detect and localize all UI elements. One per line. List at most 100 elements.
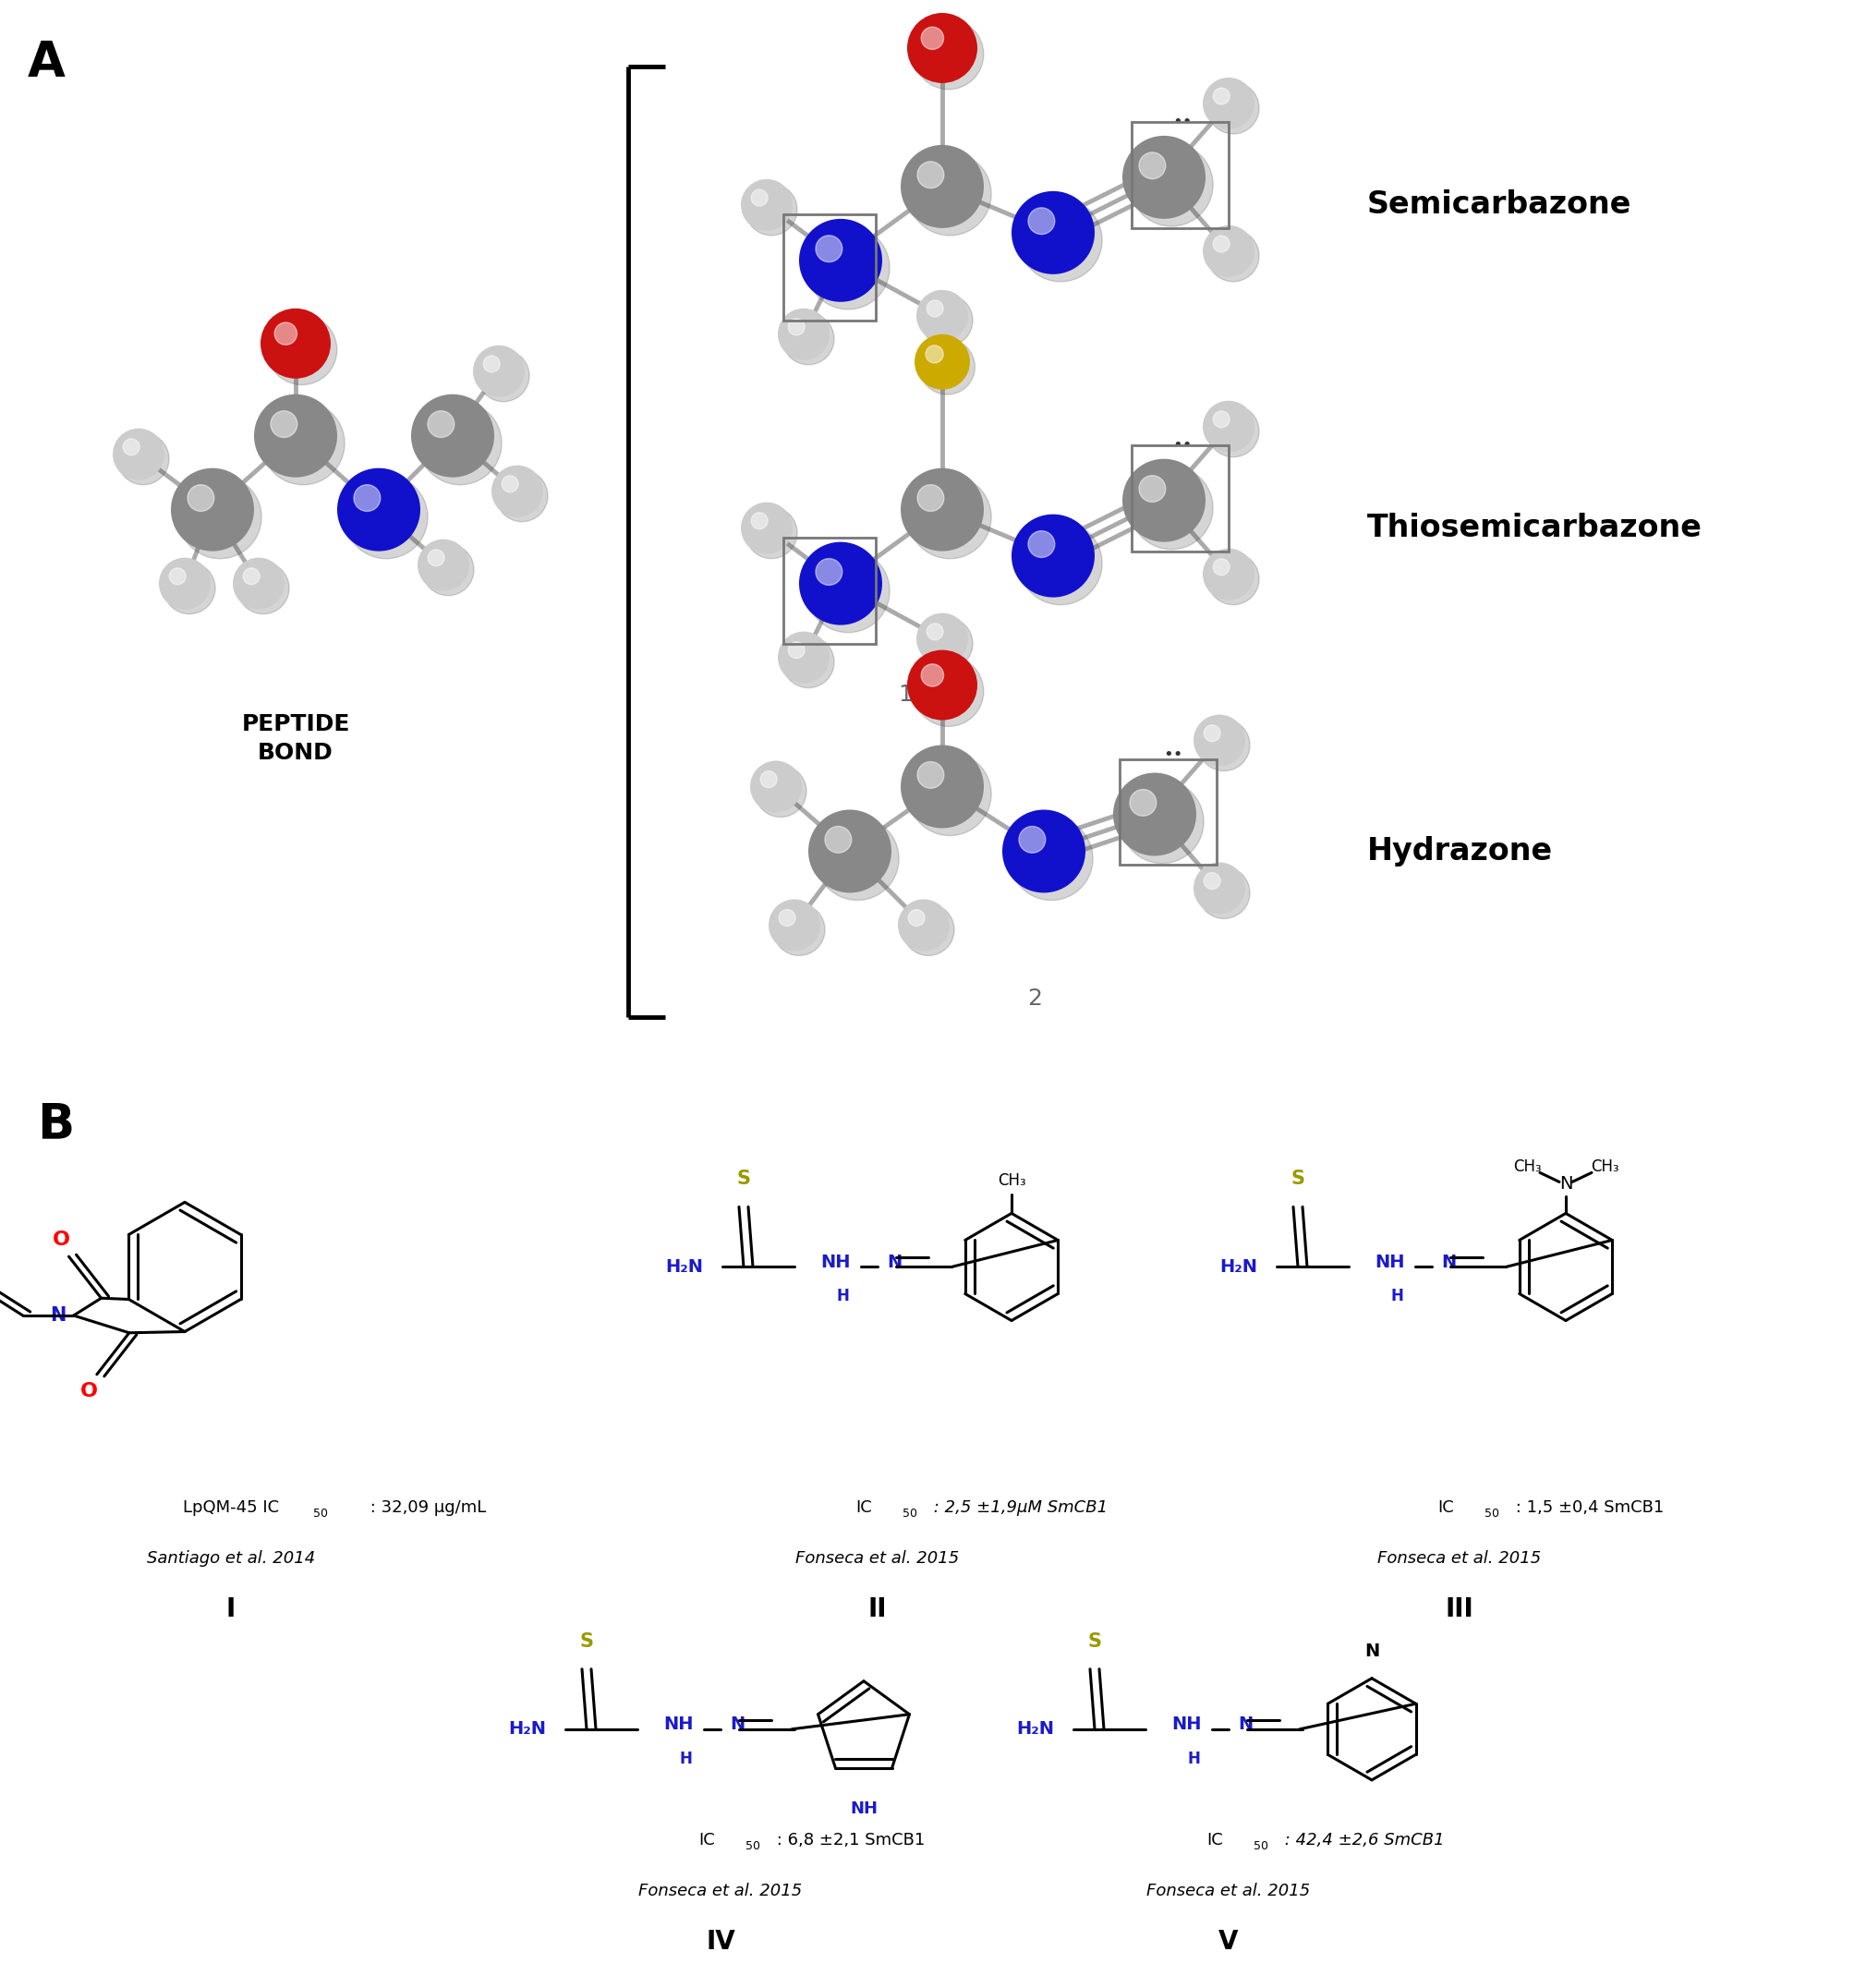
Circle shape [921,618,973,670]
Text: N: N [730,1716,745,1734]
Text: I: I [226,1596,235,1622]
Circle shape [916,290,968,342]
Circle shape [779,911,795,926]
Circle shape [806,549,890,632]
Text: N: N [1559,1175,1572,1193]
Circle shape [916,612,968,664]
Circle shape [1198,867,1250,918]
Circle shape [497,469,547,521]
Text: Thiosemicarbazone: Thiosemicarbazone [1366,513,1702,543]
Text: 1: 1 [897,684,912,706]
Circle shape [901,145,984,229]
Text: S: S [1290,1169,1305,1189]
Text: N: N [886,1254,901,1270]
Circle shape [117,433,169,485]
Text: S: S [736,1169,751,1189]
Circle shape [918,161,944,189]
Circle shape [1213,559,1229,575]
Circle shape [169,569,185,584]
Circle shape [1203,225,1255,276]
Text: : 42,4 ±2,6 SmCB1: : 42,4 ±2,6 SmCB1 [1279,1831,1444,1849]
Circle shape [1020,199,1101,282]
Circle shape [1129,789,1157,815]
Circle shape [1207,553,1259,604]
Circle shape [122,439,139,455]
Circle shape [908,753,992,835]
Circle shape [1122,459,1205,543]
Text: N: N [1441,1254,1455,1270]
Circle shape [751,189,768,207]
Circle shape [1213,237,1229,252]
Circle shape [918,485,944,511]
Circle shape [237,563,289,614]
Text: IV: IV [706,1928,736,1954]
Circle shape [412,394,495,477]
Text: : 2,5 ±1,9μM SmCB1: : 2,5 ±1,9μM SmCB1 [929,1499,1107,1515]
Circle shape [903,905,955,956]
Circle shape [1207,406,1259,457]
Text: IC: IC [1207,1831,1224,1849]
Circle shape [742,179,794,231]
Circle shape [1003,809,1085,893]
Circle shape [799,543,883,624]
Circle shape [1138,475,1166,503]
Circle shape [1010,817,1092,901]
Circle shape [337,467,421,551]
Circle shape [428,549,445,567]
Circle shape [178,475,261,559]
Circle shape [1012,191,1094,274]
Circle shape [428,412,454,437]
Text: IC: IC [699,1831,716,1849]
Text: A: A [28,40,65,87]
Text: H: H [1390,1288,1403,1304]
Text: H₂N: H₂N [508,1720,545,1738]
Text: O: O [52,1231,70,1248]
Circle shape [1203,402,1255,453]
Circle shape [927,624,944,640]
Text: III: III [1446,1596,1474,1622]
Circle shape [921,664,944,686]
Text: IC: IC [1437,1499,1454,1515]
Circle shape [760,771,777,787]
Text: H₂N: H₂N [666,1258,703,1276]
Circle shape [1138,153,1166,179]
Text: O: O [82,1382,98,1400]
Circle shape [914,656,984,726]
Text: 50: 50 [1485,1507,1500,1519]
Text: S: S [580,1632,593,1650]
Text: Hydrazone: Hydrazone [1366,837,1554,867]
Circle shape [920,340,975,394]
Text: H₂N: H₂N [1016,1720,1055,1738]
Text: Fonseca et al. 2015: Fonseca et al. 2015 [795,1551,960,1567]
Circle shape [423,545,475,596]
Circle shape [816,235,842,262]
Circle shape [159,559,211,610]
Circle shape [473,346,525,398]
Text: IC: IC [855,1499,871,1515]
Text: II: II [868,1596,886,1622]
Circle shape [901,746,984,829]
Circle shape [908,153,992,235]
Circle shape [806,227,890,310]
Circle shape [243,569,260,584]
Circle shape [908,911,925,926]
Circle shape [742,503,794,555]
Circle shape [897,899,949,950]
Circle shape [261,308,330,378]
Text: H₂N: H₂N [1220,1258,1257,1276]
Text: NH: NH [849,1801,877,1817]
Text: B: B [37,1101,74,1149]
Circle shape [1203,873,1220,889]
Circle shape [478,350,530,402]
Circle shape [755,765,806,817]
Circle shape [1020,521,1101,604]
Circle shape [267,314,337,386]
Circle shape [782,312,834,364]
Circle shape [419,402,502,485]
Circle shape [788,642,805,658]
Circle shape [1203,78,1255,129]
Circle shape [1029,531,1055,557]
Text: LpQM-45 IC: LpQM-45 IC [184,1499,280,1515]
Circle shape [825,827,851,853]
Circle shape [816,817,899,901]
